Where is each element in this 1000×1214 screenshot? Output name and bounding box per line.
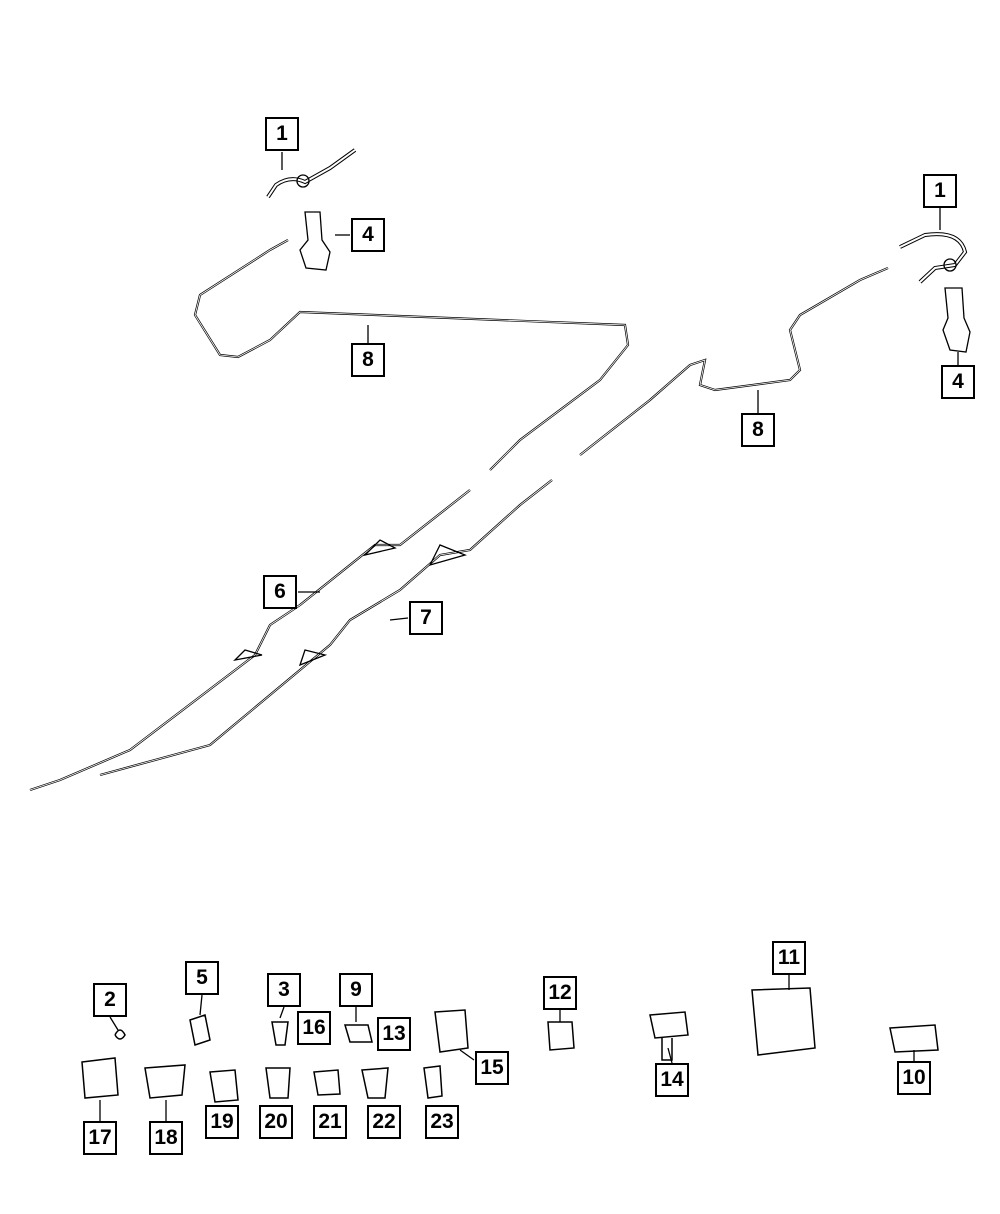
left-bracket <box>299 211 331 271</box>
callout-10: 10 <box>897 1061 931 1095</box>
callout-15: 15 <box>475 1051 509 1085</box>
callout-7: 7 <box>409 601 443 635</box>
callout-1-right: 1 <box>923 174 957 208</box>
right-bracket <box>942 287 971 353</box>
callout-21: 21 <box>313 1105 347 1139</box>
callout-2: 2 <box>93 983 127 1017</box>
callout-9: 9 <box>339 973 373 1007</box>
callout-18: 18 <box>149 1121 183 1155</box>
front-brake-line-7 <box>99 479 553 777</box>
callout-12: 12 <box>543 976 577 1010</box>
leader-lines <box>99 152 959 1121</box>
left-rear-brake-line <box>193 239 630 471</box>
callout-13: 13 <box>377 1017 411 1051</box>
callout-11: 11 <box>772 941 806 975</box>
callout-19: 19 <box>205 1105 239 1139</box>
callout-8-left: 8 <box>351 343 385 377</box>
callout-3: 3 <box>267 973 301 1007</box>
callout-17: 17 <box>83 1121 117 1155</box>
callout-23: 23 <box>425 1105 459 1139</box>
callout-16: 16 <box>297 1011 331 1045</box>
callout-1-left: 1 <box>265 117 299 151</box>
right-rear-brake-line <box>579 266 889 456</box>
callout-20: 20 <box>259 1105 293 1139</box>
callout-4-right: 4 <box>941 365 975 399</box>
left-brake-hose <box>266 148 357 199</box>
front-brake-line-6 <box>29 489 471 792</box>
callout-22: 22 <box>367 1105 401 1139</box>
callout-4-left: 4 <box>351 218 385 252</box>
callout-14: 14 <box>655 1063 689 1097</box>
callout-5: 5 <box>185 961 219 995</box>
callout-6: 6 <box>263 575 297 609</box>
small-parts <box>81 987 939 1103</box>
callout-8-right: 8 <box>741 413 775 447</box>
right-brake-hose <box>899 232 968 284</box>
